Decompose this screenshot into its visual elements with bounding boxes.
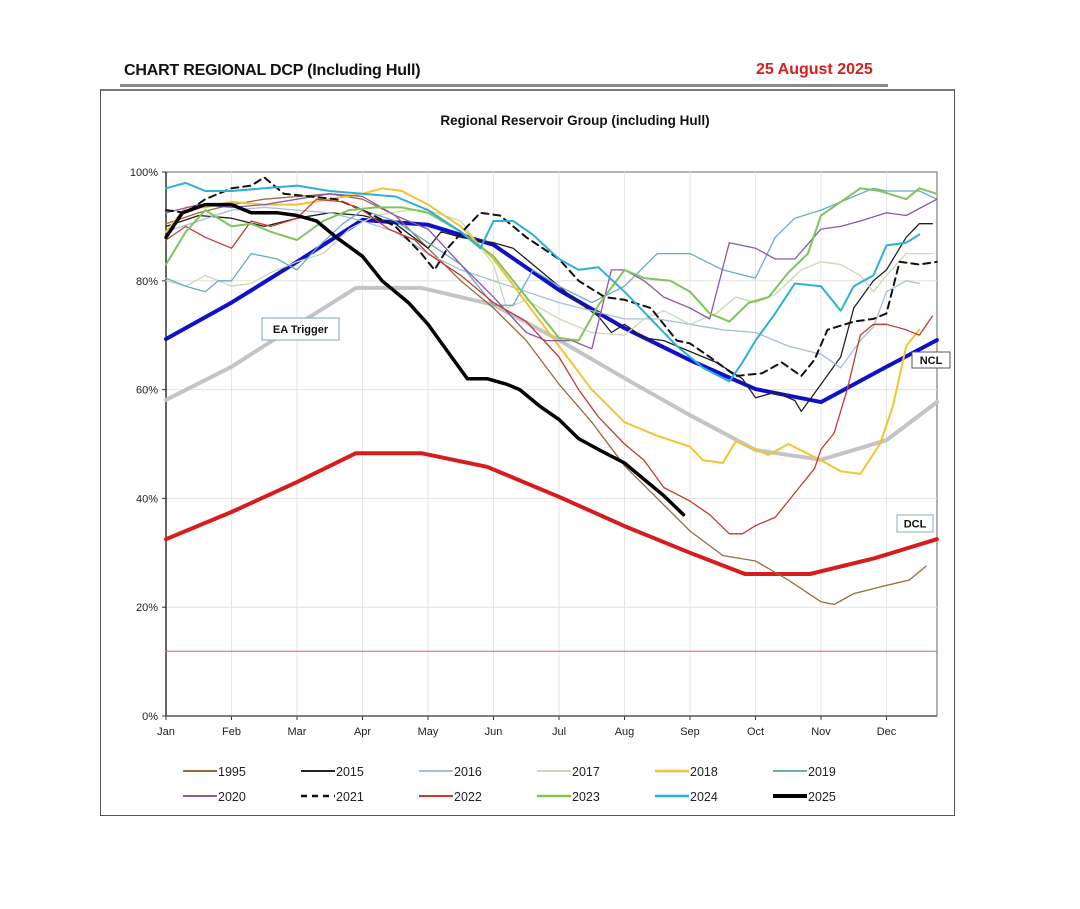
- report-title: CHART REGIONAL DCP (Including Hull): [124, 62, 421, 79]
- control-line-dcl: [164, 451, 939, 576]
- x-tick-label: Dec: [877, 726, 897, 738]
- dcl-label-text: DCL: [904, 519, 927, 531]
- legend-item-2018: 2018: [655, 765, 718, 779]
- y-tick-label: 0%: [142, 711, 158, 723]
- ncl-label-box: [911, 351, 951, 369]
- x-tick-label: Aug: [615, 726, 635, 738]
- series-line-2017: [165, 209, 933, 336]
- legend-item-2024: 2024: [655, 790, 718, 804]
- series-lines: [164, 176, 938, 606]
- series-line-2018: [165, 187, 921, 475]
- legend-item-2020: 2020: [183, 790, 246, 804]
- x-tick-label: Sep: [680, 726, 700, 738]
- series-line-2019: [165, 187, 938, 306]
- legend-item-2015: 2015: [301, 765, 364, 779]
- legend-item-2019: 2019: [773, 765, 836, 779]
- x-tick-label: Nov: [811, 726, 831, 738]
- legend-item-1995: 1995: [183, 765, 246, 779]
- x-tick-label: Mar: [288, 726, 307, 738]
- series-line-2022: [165, 198, 933, 535]
- legend-item-2025: 2025: [773, 790, 836, 804]
- legend-label: 2021: [336, 790, 364, 804]
- ea-trigger-label-box: [261, 317, 340, 341]
- series-line-2024: [165, 181, 921, 383]
- legend-label: 2024: [690, 790, 718, 804]
- series-line-2023: [165, 187, 938, 342]
- legend-label: 2018: [690, 765, 718, 779]
- legend-label: 2017: [572, 765, 600, 779]
- control-labels: EA Trigger NCL DCL: [261, 317, 951, 533]
- series-line-2020: [165, 193, 938, 350]
- grid: [165, 171, 938, 717]
- legend-label: 2023: [572, 790, 600, 804]
- x-tick-label: Oct: [747, 726, 764, 738]
- series-line-2025: [164, 202, 686, 517]
- y-tick-label: 60%: [136, 385, 158, 397]
- y-tick-label: 40%: [136, 493, 158, 505]
- dcl-label-box: [896, 514, 934, 533]
- legend-label: 2015: [336, 765, 364, 779]
- x-tick-label: Apr: [354, 726, 371, 738]
- legend-item-2023: 2023: [537, 790, 600, 804]
- legend-label: 2022: [454, 790, 482, 804]
- ncl-label: NCL: [911, 351, 951, 369]
- y-tick-label: 100%: [130, 167, 158, 179]
- x-tick-label: Jan: [157, 726, 175, 738]
- y-tick-label: 80%: [136, 276, 158, 288]
- y-tick-label: 20%: [136, 602, 158, 614]
- report-date: 25 August 2025: [756, 61, 873, 78]
- dcl-label: DCL: [896, 514, 934, 533]
- x-tick-label: Feb: [222, 726, 241, 738]
- ncl-label-text: NCL: [920, 355, 943, 367]
- x-tick-label: Jun: [485, 726, 503, 738]
- ea-trigger-label-text: EA Trigger: [273, 324, 329, 336]
- legend-item-2021: 2021: [301, 790, 364, 804]
- legend-label: 2025: [808, 790, 836, 804]
- legend-item-2017: 2017: [537, 765, 600, 779]
- ea-trigger-label: EA Trigger: [261, 317, 340, 341]
- chart-title: Regional Reservoir Group (including Hull…: [440, 113, 709, 128]
- legend-label: 1995: [218, 765, 246, 779]
- legend-label: 2020: [218, 790, 246, 804]
- series-line-2016: [165, 206, 920, 369]
- x-tick-label: May: [418, 726, 439, 738]
- x-tick-label: Jul: [552, 726, 566, 738]
- series-line-2015: [165, 212, 933, 413]
- legend-label: 2019: [808, 765, 836, 779]
- series-line-2021: [165, 176, 938, 377]
- legend-item-2022: 2022: [419, 790, 482, 804]
- axes: 0% 20% 40% 60% 80% 100% Jan Feb Mar Apr May Jun Jul A…: [130, 167, 937, 738]
- chart-frame: [100, 89, 955, 816]
- legend-item-2016: 2016: [419, 765, 482, 779]
- legend-label: 2016: [454, 765, 482, 779]
- legend: 1995 2015 2016 2017 2018 2019 2020 2021 2022 2023…: [183, 765, 836, 804]
- header-rule: [120, 84, 888, 87]
